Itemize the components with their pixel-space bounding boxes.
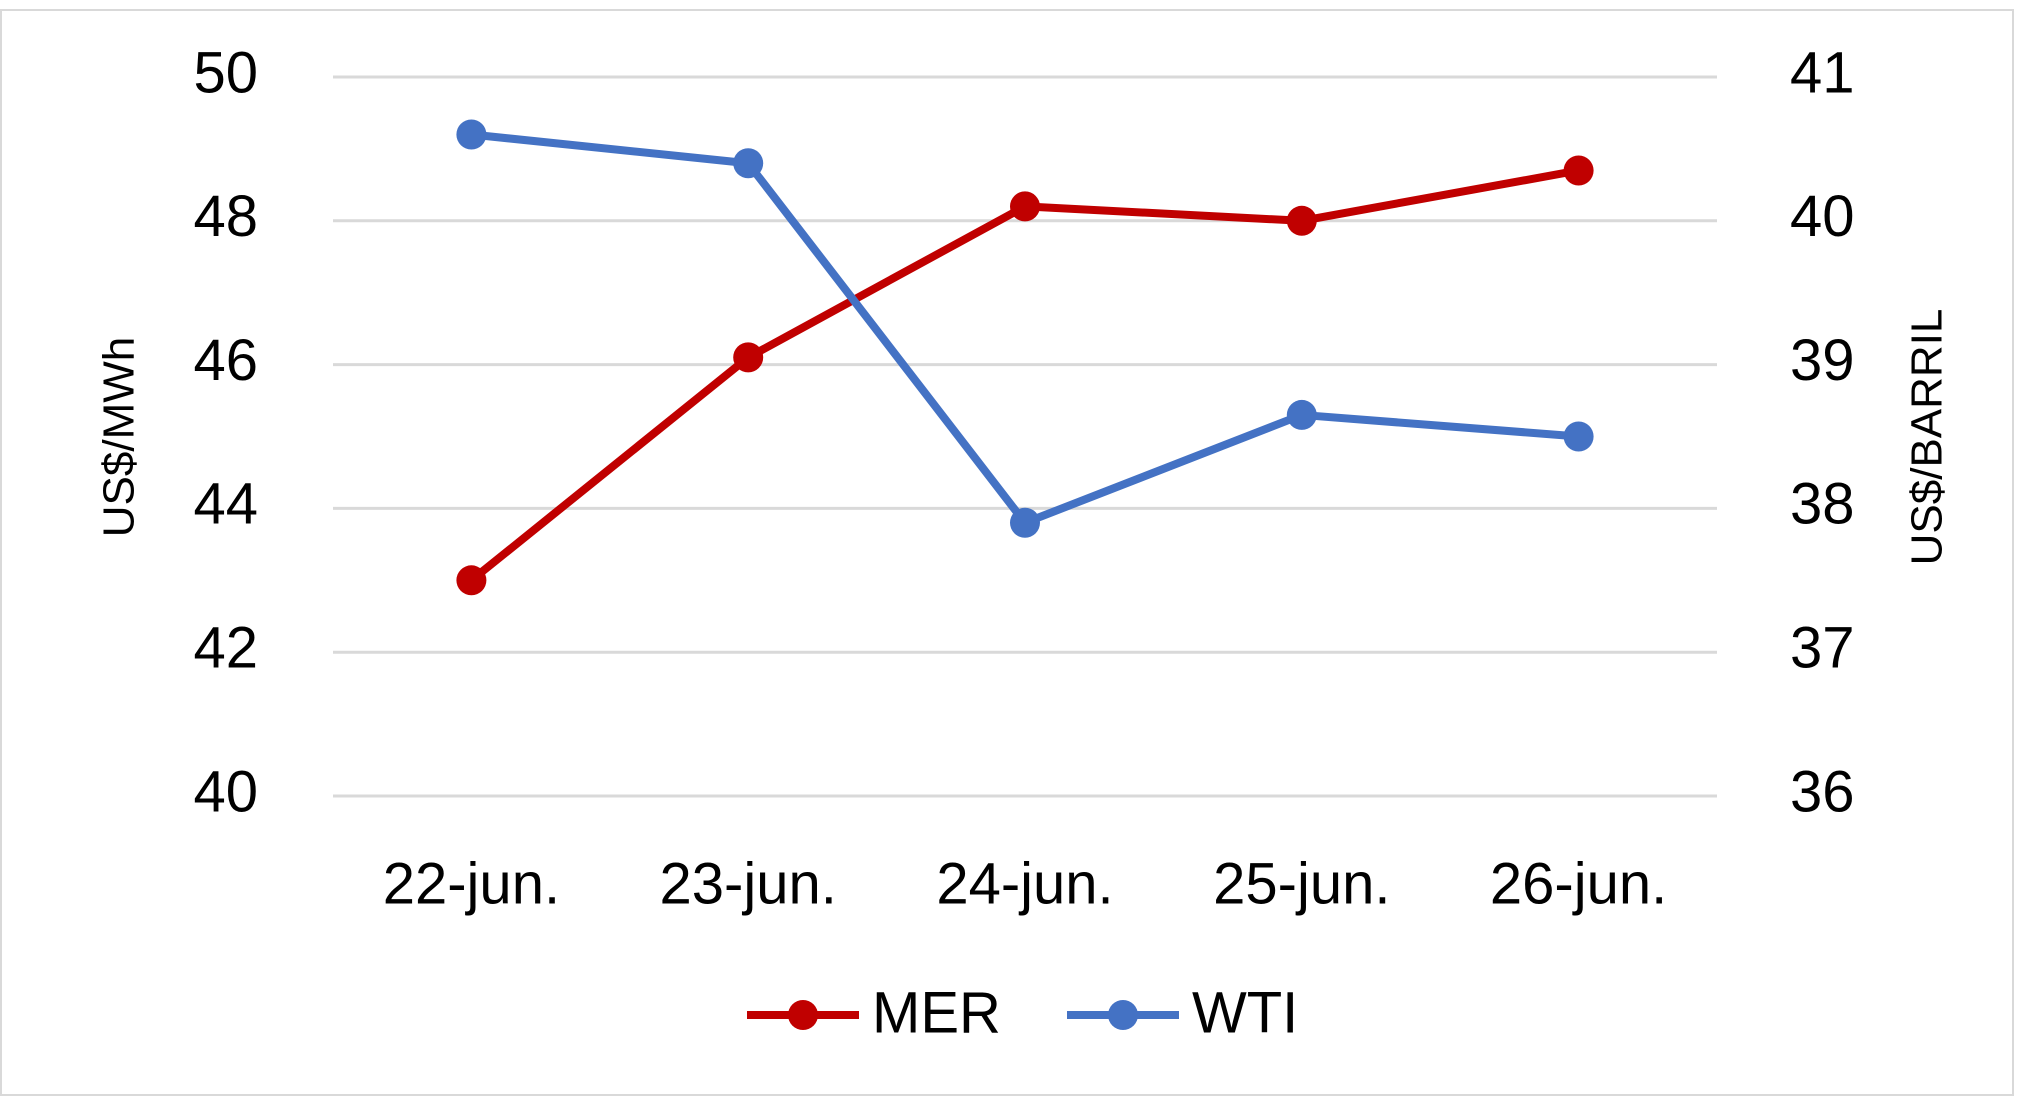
point (733, 148, 764, 179)
point (1286, 205, 1317, 236)
point (1563, 421, 1594, 452)
y-tick-label: 50 (193, 40, 258, 105)
y-axis-title: US$/MWh (95, 337, 144, 537)
x-tick-label: 22-jun. (383, 851, 560, 916)
chart-frame (0, 9, 2014, 1096)
y2-tick-label: 37 (1790, 616, 1855, 681)
x-tick-label: 23-jun. (660, 851, 837, 916)
y-tick-label: 44 (193, 472, 258, 537)
point (456, 565, 487, 596)
y2-tick-label: 41 (1790, 40, 1855, 105)
y2-tick-label: 36 (1790, 759, 1855, 824)
y2-tick-label: 40 (1790, 184, 1855, 249)
point (1286, 399, 1317, 430)
point (733, 342, 764, 373)
x-tick-label: 24-jun. (936, 851, 1113, 916)
point (1563, 155, 1594, 186)
legend-marker (1108, 1000, 1138, 1030)
legend-label: WTI (1192, 980, 1298, 1045)
y-tick-label: 48 (193, 184, 258, 249)
x-tick-label: 25-jun. (1213, 851, 1390, 916)
point (456, 119, 487, 150)
y2-axis-title: US$/BARRIL (1903, 309, 1952, 566)
legend-label: MER (872, 980, 1001, 1045)
legend-marker (788, 1000, 818, 1030)
point (1010, 507, 1040, 538)
y2-tick-label: 38 (1790, 472, 1855, 537)
point (1010, 191, 1040, 222)
x-tick-label: 26-jun. (1490, 851, 1667, 916)
y-tick-label: 42 (193, 616, 258, 681)
y-tick-label: 40 (193, 759, 258, 824)
y2-tick-label: 39 (1790, 328, 1855, 393)
y-tick-label: 46 (193, 328, 258, 393)
